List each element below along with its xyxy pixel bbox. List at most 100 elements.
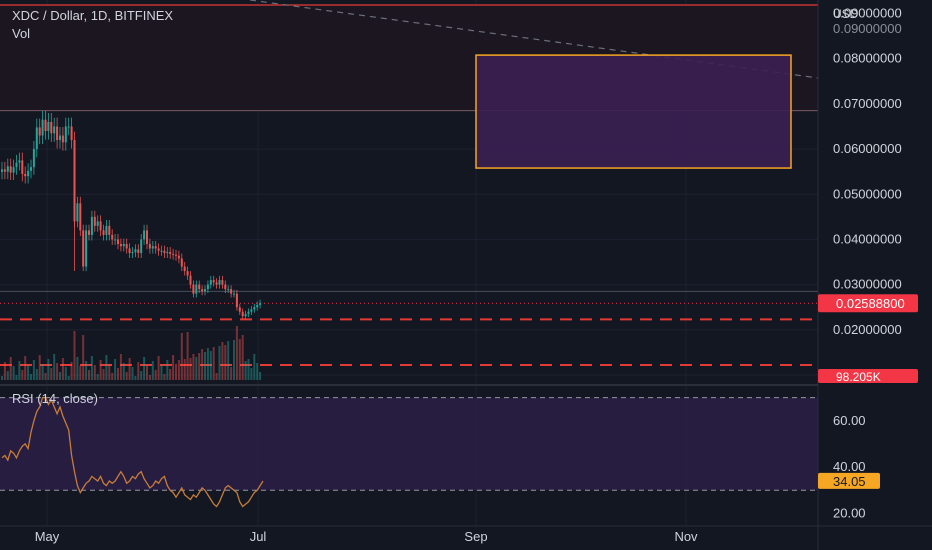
candles: [1, 110, 262, 320]
volume-bar: [212, 347, 215, 380]
volume-bar: [204, 352, 206, 380]
volume-bar: [70, 362, 73, 380]
candle-body: [250, 309, 253, 312]
volume-bar: [192, 354, 195, 380]
candle-body: [6, 166, 9, 172]
candle-body: [108, 225, 111, 235]
last-price-value: 0.02588800: [836, 296, 905, 311]
volume-bar: [35, 369, 38, 380]
volume-bar: [27, 365, 30, 380]
price-axis[interactable]: USD 0.08000000 0.07000000 0.06000000 0.05000…: [817, 0, 932, 550]
candle-body: [82, 230, 85, 267]
volume-bar: [250, 368, 253, 380]
candle-body: [163, 250, 166, 253]
price-tick-label: 0.04000000: [833, 231, 902, 246]
price-tick-label: 0.02000000: [833, 322, 902, 337]
candle-body: [256, 304, 259, 308]
candle-body: [253, 307, 256, 310]
candle-body: [195, 284, 198, 294]
volume-bar: [131, 367, 134, 380]
volume-bar: [21, 370, 24, 380]
volume-bar: [96, 374, 99, 380]
volume-bar: [175, 364, 177, 380]
volume-bar: [99, 360, 102, 380]
volume-bar: [189, 358, 192, 380]
candle-body: [157, 248, 160, 251]
volume-bar: [3, 362, 6, 380]
volume-bar: [140, 371, 143, 380]
candle-body: [99, 221, 102, 231]
candle-body: [146, 230, 148, 244]
volume-bar: [224, 345, 227, 380]
volume-bar: [183, 359, 186, 380]
volume-bar: [166, 360, 169, 380]
volume-bar: [105, 355, 108, 380]
volume-bar: [230, 367, 233, 380]
candle-body: [143, 230, 146, 240]
volume-bar: [9, 357, 12, 380]
volume-bar: [169, 369, 172, 380]
volume-bar: [253, 354, 256, 380]
volume-bar: [64, 367, 67, 380]
candle-body: [15, 162, 18, 168]
time-axis[interactable]: May Jul Sep Nov: [0, 525, 932, 544]
volume-bar: [163, 374, 166, 380]
candle-body: [238, 307, 241, 312]
price-tick-label: 0.09000000: [833, 6, 902, 21]
volume-bar: [195, 357, 198, 380]
candle-body: [41, 119, 44, 136]
candle-body: [172, 253, 175, 255]
volume-bar: [198, 353, 201, 380]
candle-body: [85, 230, 88, 267]
volume-bar: [1, 376, 3, 380]
volume-bar: [61, 358, 64, 380]
candle-body: [117, 239, 119, 244]
volume-bar: [172, 355, 175, 380]
volume-bar: [111, 373, 114, 380]
candle-body: [134, 249, 137, 253]
candle-body: [67, 126, 70, 128]
price-tick-label: 0.06000000: [833, 141, 902, 156]
volume-bar: [256, 363, 259, 380]
candle-body: [186, 271, 189, 276]
candle-body: [122, 243, 125, 247]
candle-body: [50, 121, 53, 134]
rsi-tick-label: 40.00: [833, 459, 866, 474]
candle-body: [105, 225, 108, 235]
volume-bar: [209, 351, 212, 380]
volume-bar: [128, 358, 131, 380]
volume-bar: [151, 361, 154, 380]
candle-body: [119, 243, 122, 247]
candle-body: [24, 173, 27, 177]
candle-body: [218, 280, 221, 285]
candle-body: [137, 249, 140, 253]
candle-body: [230, 289, 233, 294]
candle-body: [215, 282, 218, 285]
volume-bar: [180, 333, 183, 380]
candle-body: [140, 239, 143, 253]
candle-body: [12, 167, 15, 173]
rsi-band: [0, 397, 818, 491]
candle-body: [1, 169, 3, 172]
volume-bar: [76, 357, 79, 380]
volume-bar: [79, 366, 82, 380]
candle-body: [151, 246, 154, 249]
volume-bar: [154, 370, 157, 380]
candle-body: [59, 135, 61, 141]
candle-body: [221, 280, 224, 285]
candle-body: [35, 127, 38, 150]
volume-bar: [59, 372, 61, 380]
volume-bar: [47, 359, 50, 380]
candle-body: [30, 167, 32, 171]
candle-body: [209, 280, 212, 285]
target-zone: [475, 54, 792, 169]
volume-bar: [41, 364, 44, 380]
rsi-current-value: 34.05: [833, 474, 866, 489]
candle-body: [212, 280, 215, 283]
candle-body: [79, 203, 82, 231]
volume-bar: [108, 364, 111, 380]
candle-body: [189, 275, 192, 285]
candle-body: [96, 221, 99, 226]
volume-bar: [215, 373, 218, 380]
